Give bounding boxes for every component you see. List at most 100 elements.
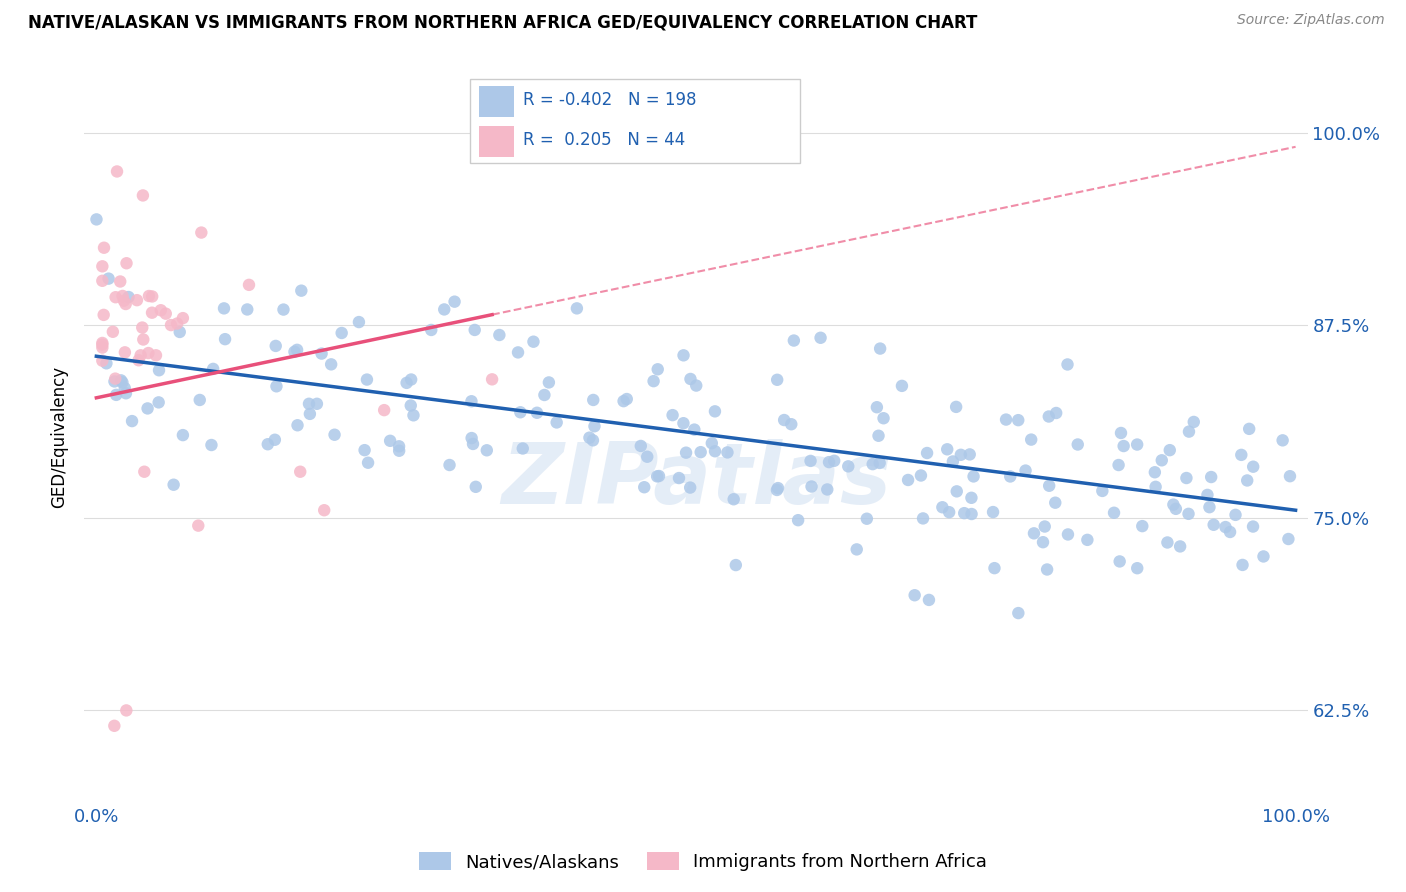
Point: [700, 436, 723, 450]
Point: [443, 294, 465, 309]
Point: [1277, 532, 1299, 546]
Point: [149, 303, 172, 318]
Point: [918, 593, 941, 607]
Point: [104, 371, 127, 385]
Point: [1112, 439, 1135, 453]
Point: [114, 297, 136, 311]
Point: [141, 306, 163, 320]
Point: [810, 331, 832, 345]
Point: [238, 277, 260, 292]
Point: [314, 503, 336, 517]
Point: [959, 447, 981, 461]
Point: [766, 481, 789, 495]
Point: [1232, 558, 1254, 572]
Point: [420, 323, 443, 337]
Point: [787, 513, 810, 527]
Point: [1102, 506, 1125, 520]
Point: [716, 445, 738, 459]
Point: [1033, 519, 1056, 533]
Point: [1014, 464, 1036, 478]
Point: [1108, 554, 1130, 568]
Point: [890, 379, 912, 393]
Point: [1056, 358, 1078, 372]
Point: [533, 388, 555, 402]
Point: [93, 241, 115, 255]
Point: [679, 481, 702, 495]
Point: [582, 392, 605, 407]
Point: [311, 346, 333, 360]
Point: [1230, 448, 1253, 462]
Text: Source: ZipAtlas.com: Source: ZipAtlas.com: [1237, 13, 1385, 28]
Point: [214, 332, 236, 346]
Point: [546, 416, 568, 430]
Point: [115, 703, 138, 717]
Point: [1067, 437, 1090, 451]
Point: [845, 542, 868, 557]
Point: [388, 439, 411, 453]
Point: [509, 405, 531, 419]
Point: [145, 348, 167, 362]
Point: [439, 458, 461, 472]
Point: [1038, 409, 1060, 424]
Point: [704, 444, 727, 458]
Point: [121, 414, 143, 428]
Point: [402, 409, 425, 423]
Point: [960, 507, 983, 521]
Point: [1144, 480, 1167, 494]
Point: [1038, 479, 1060, 493]
Point: [114, 345, 136, 359]
Point: [481, 372, 503, 386]
Point: [724, 558, 747, 572]
Point: [148, 395, 170, 409]
Point: [962, 469, 984, 483]
Point: [91, 335, 114, 350]
Point: [395, 376, 418, 390]
Point: [305, 397, 328, 411]
Point: [1177, 507, 1199, 521]
Point: [915, 446, 938, 460]
Point: [837, 459, 859, 474]
Point: [945, 400, 967, 414]
Point: [1182, 415, 1205, 429]
FancyBboxPatch shape: [470, 78, 800, 163]
Point: [780, 417, 803, 432]
Point: [134, 465, 156, 479]
Point: [630, 439, 652, 453]
Point: [643, 374, 665, 388]
Point: [800, 479, 823, 493]
Point: [633, 480, 655, 494]
Point: [897, 473, 920, 487]
Point: [169, 325, 191, 339]
Point: [460, 431, 482, 445]
Point: [1108, 458, 1130, 472]
Point: [105, 388, 128, 402]
Point: [1057, 527, 1080, 541]
Point: [910, 468, 932, 483]
Point: [1178, 425, 1201, 439]
Point: [1198, 500, 1220, 515]
Point: [111, 376, 134, 390]
Point: [1045, 406, 1067, 420]
Point: [1236, 474, 1258, 488]
Point: [298, 397, 321, 411]
Point: [679, 372, 702, 386]
Point: [1076, 533, 1098, 547]
Point: [661, 408, 683, 422]
Point: [290, 284, 312, 298]
Point: [212, 301, 235, 316]
Point: [330, 326, 353, 340]
Point: [357, 456, 380, 470]
Point: [1278, 469, 1301, 483]
Point: [1271, 434, 1294, 448]
Point: [583, 419, 606, 434]
Text: NATIVE/ALASKAN VS IMMIGRANTS FROM NORTHERN AFRICA GED/EQUIVALENCY CORRELATION CH: NATIVE/ALASKAN VS IMMIGRANTS FROM NORTHE…: [28, 13, 977, 31]
Point: [1150, 453, 1173, 467]
Point: [936, 442, 959, 457]
Point: [953, 506, 976, 520]
Point: [1007, 606, 1029, 620]
Point: [103, 375, 125, 389]
Point: [1032, 535, 1054, 549]
Point: [1036, 562, 1059, 576]
Point: [565, 301, 588, 316]
Point: [110, 373, 132, 387]
